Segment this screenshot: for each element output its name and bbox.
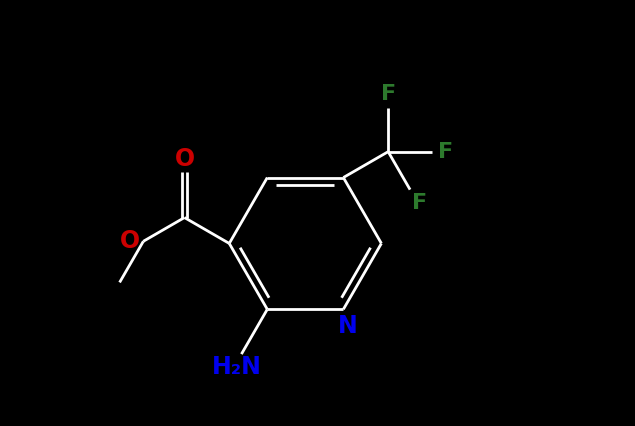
Text: F: F (380, 84, 396, 104)
Text: F: F (411, 193, 427, 213)
Text: F: F (438, 142, 453, 162)
Text: O: O (175, 147, 194, 170)
Text: H₂N: H₂N (211, 355, 262, 380)
Text: N: N (338, 314, 358, 338)
Text: O: O (120, 229, 140, 253)
